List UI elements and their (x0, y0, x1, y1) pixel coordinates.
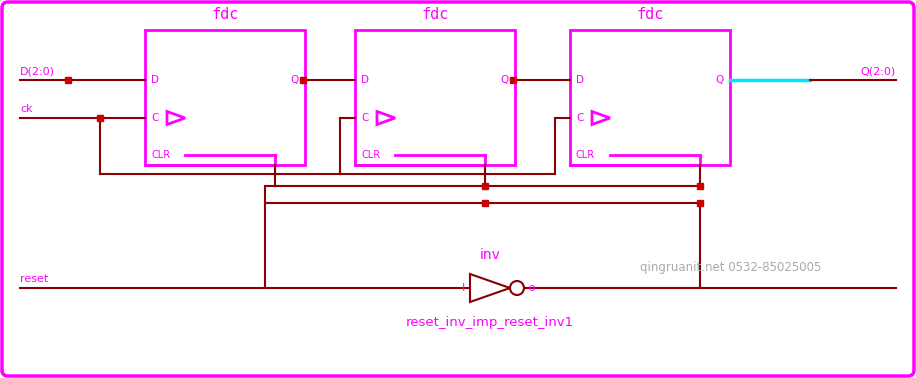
Text: Q: Q (501, 75, 509, 85)
Text: qingruanit.net 0532-85025005: qingruanit.net 0532-85025005 (640, 262, 822, 274)
Text: D: D (361, 75, 369, 85)
Text: reset: reset (20, 274, 49, 284)
Text: inv: inv (480, 248, 500, 262)
Text: C: C (361, 113, 368, 123)
Text: D: D (576, 75, 584, 85)
Text: CLR: CLR (151, 150, 170, 160)
Text: D(2:0): D(2:0) (20, 66, 55, 76)
Circle shape (510, 281, 524, 295)
Text: fdc: fdc (421, 7, 449, 22)
Text: reset_inv_imp_reset_inv1: reset_inv_imp_reset_inv1 (406, 316, 574, 329)
Text: CLR: CLR (361, 150, 380, 160)
Text: Q: Q (715, 75, 724, 85)
Text: CLR: CLR (576, 150, 595, 160)
Text: C: C (151, 113, 158, 123)
Text: fdc: fdc (212, 7, 239, 22)
Bar (355, 30, 515, 165)
Text: C: C (576, 113, 583, 123)
Text: ck: ck (20, 104, 33, 114)
Bar (145, 30, 305, 165)
Text: I: I (462, 283, 465, 293)
Text: Q(2:0): Q(2:0) (861, 66, 896, 76)
Text: o: o (528, 283, 535, 293)
Text: Q: Q (290, 75, 299, 85)
Bar (570, 30, 730, 165)
Text: D: D (151, 75, 159, 85)
Text: fdc: fdc (637, 7, 664, 22)
Polygon shape (470, 274, 510, 302)
